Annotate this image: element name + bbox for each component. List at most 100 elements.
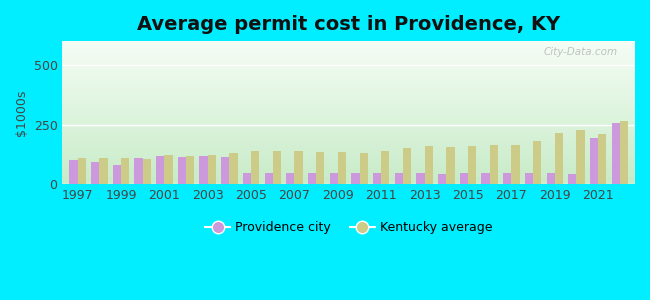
Bar — [62, 130, 635, 131]
Title: Average permit cost in Providence, KY: Average permit cost in Providence, KY — [137, 15, 560, 34]
Bar — [273, 151, 281, 184]
Bar — [208, 155, 216, 184]
Bar — [62, 100, 635, 101]
Bar — [186, 156, 194, 184]
Bar — [62, 56, 635, 57]
Bar — [330, 173, 338, 184]
Bar — [62, 149, 635, 150]
Bar — [156, 156, 164, 184]
Bar — [62, 87, 635, 88]
Bar — [62, 165, 635, 166]
Bar — [221, 157, 229, 184]
Bar — [62, 121, 635, 122]
Bar — [62, 97, 635, 98]
Bar — [62, 163, 635, 164]
Bar — [251, 151, 259, 184]
Bar — [395, 173, 403, 184]
Bar — [62, 78, 635, 79]
Bar — [62, 108, 635, 109]
Bar — [62, 180, 635, 181]
Bar — [62, 173, 635, 174]
Bar — [62, 43, 635, 44]
Bar — [554, 133, 563, 184]
Bar — [62, 85, 635, 86]
Bar — [62, 79, 635, 80]
Bar — [62, 143, 635, 144]
Bar — [62, 85, 635, 86]
Bar — [121, 158, 129, 184]
Bar — [482, 173, 489, 184]
Bar — [62, 46, 635, 47]
Bar — [62, 131, 635, 132]
Bar — [612, 123, 620, 184]
Bar — [438, 174, 447, 184]
Bar — [577, 130, 585, 184]
Bar — [62, 146, 635, 147]
Bar — [62, 154, 635, 155]
Bar — [62, 114, 635, 115]
Bar — [62, 176, 635, 177]
Bar — [62, 139, 635, 140]
Bar — [62, 156, 635, 157]
Bar — [62, 182, 635, 183]
Bar — [62, 50, 635, 51]
Bar — [590, 138, 598, 184]
Bar — [62, 81, 635, 82]
Text: City-Data.com: City-Data.com — [543, 47, 618, 57]
Bar — [62, 89, 635, 90]
Bar — [62, 94, 635, 95]
Bar — [62, 96, 635, 97]
Bar — [62, 134, 635, 135]
Bar — [308, 173, 316, 184]
Bar — [62, 55, 635, 56]
Y-axis label: $1000s: $1000s — [15, 89, 28, 136]
Bar — [503, 173, 512, 184]
Bar — [62, 111, 635, 112]
Bar — [164, 155, 173, 184]
Bar — [62, 142, 635, 143]
Bar — [62, 58, 635, 59]
Bar — [62, 64, 635, 65]
Bar — [62, 152, 635, 153]
Bar — [62, 70, 635, 71]
Bar — [62, 106, 635, 107]
Bar — [62, 67, 635, 68]
Bar — [460, 173, 468, 184]
Bar — [373, 173, 382, 184]
Bar — [62, 86, 635, 87]
Bar — [598, 134, 606, 184]
Bar — [62, 47, 635, 48]
Bar — [62, 84, 635, 85]
Bar — [62, 107, 635, 108]
Bar — [316, 152, 324, 184]
Bar — [62, 103, 635, 104]
Bar — [229, 153, 238, 184]
Bar — [338, 152, 346, 184]
Bar — [533, 141, 541, 184]
Bar — [62, 82, 635, 83]
Bar — [62, 75, 635, 76]
Bar — [62, 161, 635, 162]
Bar — [62, 157, 635, 158]
Bar — [62, 45, 635, 46]
Bar — [62, 74, 635, 75]
Bar — [62, 177, 635, 178]
Bar — [62, 179, 635, 180]
Bar — [62, 167, 635, 168]
Bar — [62, 170, 635, 171]
Bar — [62, 168, 635, 169]
Bar — [62, 183, 635, 184]
Bar — [62, 92, 635, 93]
Bar — [99, 158, 107, 184]
Bar — [62, 44, 635, 45]
Bar — [62, 113, 635, 114]
Bar — [62, 166, 635, 167]
Bar — [62, 53, 635, 54]
Bar — [62, 124, 635, 125]
Bar — [62, 73, 635, 74]
Bar — [417, 173, 424, 184]
Bar — [62, 118, 635, 119]
Bar — [62, 93, 635, 94]
Bar — [62, 69, 635, 70]
Bar — [62, 119, 635, 120]
